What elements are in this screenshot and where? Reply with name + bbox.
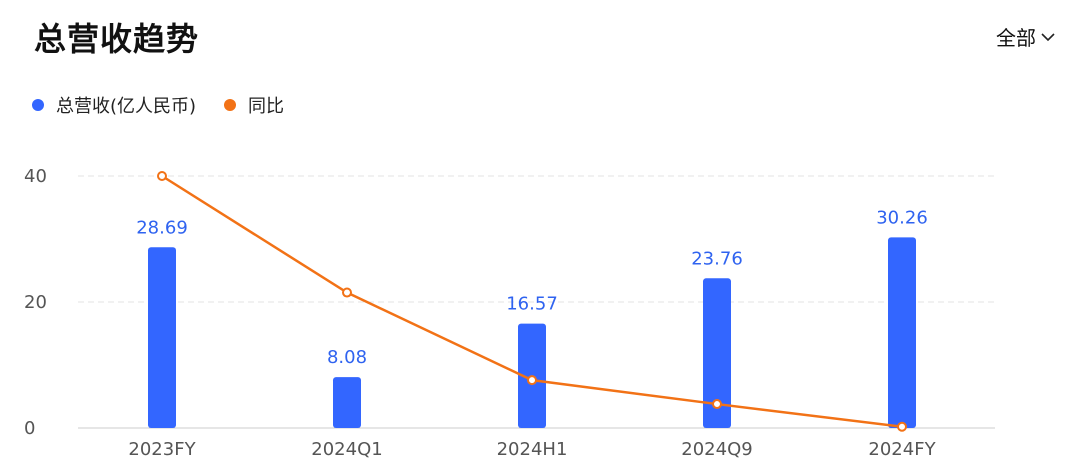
period-filter-dropdown[interactable]: 全部 xyxy=(996,22,1056,51)
point-yoy xyxy=(897,421,907,432)
point-yoy xyxy=(157,171,167,181)
point-yoy xyxy=(712,399,722,410)
legend-label-yoy: 同比 xyxy=(248,96,285,117)
legend-dot-revenue xyxy=(32,99,44,111)
y-tick-label: 20 xyxy=(24,292,47,313)
legend-item-revenue[interactable]: 总营收(亿人民币) xyxy=(32,92,196,118)
legend-label-revenue: 总营收(亿人民币) xyxy=(56,96,197,117)
bar-value-label: 28.69 xyxy=(136,217,188,238)
bar-revenue xyxy=(888,237,916,428)
bar-value-label: 16.57 xyxy=(506,294,558,315)
point-yoy xyxy=(527,375,537,386)
bar-value-label: 30.26 xyxy=(876,207,928,228)
bar-value-label: 23.76 xyxy=(691,248,743,269)
bar-revenue xyxy=(703,278,731,428)
point-yoy xyxy=(342,287,352,298)
x-tick-label: 2024H1 xyxy=(497,439,568,460)
x-tick-label: 2024FY xyxy=(868,439,936,460)
bar-revenue xyxy=(333,377,361,428)
x-tick-label: 2024Q1 xyxy=(311,439,382,460)
legend-dot-yoy xyxy=(224,99,237,111)
chart-title: 总营收趋势 xyxy=(34,20,200,58)
bar-value-label: 8.08 xyxy=(327,347,367,368)
y-tick-label: 0 xyxy=(24,418,35,439)
y-tick-label: 40 xyxy=(24,166,47,187)
bar-revenue xyxy=(148,247,176,428)
legend-item-yoy[interactable]: 同比 xyxy=(224,92,284,118)
period-filter-label: 全部 xyxy=(996,26,1036,50)
chevron-down-icon xyxy=(1041,32,1055,41)
x-tick-label: 2023FY xyxy=(128,439,196,460)
chart-legend: 总营收(亿人民币) 同比 xyxy=(32,92,284,118)
x-tick-label: 2024Q9 xyxy=(681,439,752,460)
